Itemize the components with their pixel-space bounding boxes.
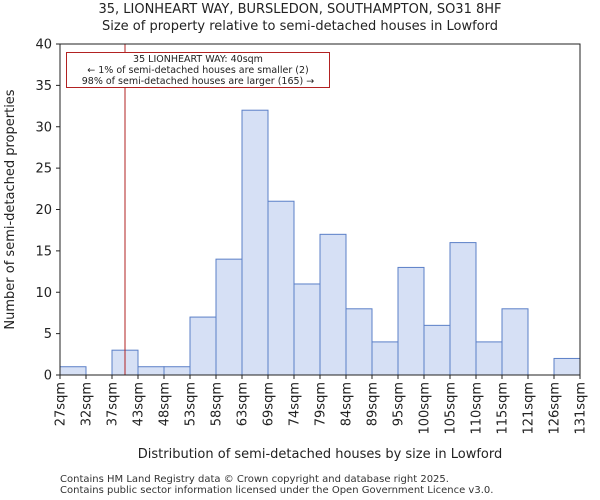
histogram-bar xyxy=(345,308,373,376)
x-tick-label: 27sqm xyxy=(54,382,69,426)
x-tick-label: 110sqm xyxy=(470,382,485,435)
x-tick-label: 69sqm xyxy=(262,382,277,426)
plot-frame xyxy=(59,43,581,376)
y-tick-label: 40 xyxy=(35,38,52,53)
x-tick-label: 37sqm xyxy=(106,382,121,426)
y-tick-label: 10 xyxy=(35,286,52,301)
x-tick-label: 58sqm xyxy=(210,382,225,426)
x-tick-label: 32sqm xyxy=(80,382,95,426)
histogram-bar xyxy=(449,242,477,376)
x-axis-label: Distribution of semi-detached houses by … xyxy=(138,447,502,462)
y-tick-label: 5 xyxy=(44,327,52,342)
x-tick-label: 115sqm xyxy=(496,382,511,435)
annotation-line-1: 35 LIONHEART WAY: 40sqm xyxy=(133,54,263,65)
histogram-bar xyxy=(475,341,503,376)
footer-line-1: Contains HM Land Registry data © Crown c… xyxy=(60,474,449,485)
y-axis-label: Number of semi-detached properties xyxy=(3,89,18,329)
x-tick-label: 95sqm xyxy=(392,382,407,426)
x-tick-label: 84sqm xyxy=(340,382,355,426)
x-tick-label: 63sqm xyxy=(236,382,251,426)
histogram-bar xyxy=(163,366,191,376)
histogram-bar xyxy=(59,366,87,376)
x-tick-label: 48sqm xyxy=(158,382,173,426)
histogram-bar xyxy=(423,324,451,376)
histogram-bar xyxy=(553,357,581,376)
x-tick-label: 126sqm xyxy=(548,382,563,435)
histogram-bar xyxy=(137,366,165,376)
footer-line-2: Contains public sector information licen… xyxy=(60,485,494,496)
histogram-bar xyxy=(501,308,529,376)
y-tick-label: 15 xyxy=(35,244,52,259)
histogram-bar xyxy=(267,200,295,376)
histogram-bar xyxy=(241,109,269,376)
x-tick-label: 131sqm xyxy=(574,382,589,435)
annotation-line-2: ← 1% of semi-detached houses are smaller… xyxy=(87,65,309,76)
x-tick-label: 53sqm xyxy=(184,382,199,426)
x-tick-label: 105sqm xyxy=(444,382,459,435)
x-tick-label: 74sqm xyxy=(288,382,303,426)
x-tick-label: 89sqm xyxy=(366,382,381,426)
histogram-bar xyxy=(293,283,321,376)
histogram-bar xyxy=(371,341,399,376)
chart-subtitle: Size of property relative to semi-detach… xyxy=(101,19,499,34)
y-tick-label: 35 xyxy=(35,79,52,94)
histogram-bar xyxy=(189,316,217,376)
annotation-line-3: 98% of semi-detached houses are larger (… xyxy=(81,76,315,87)
histogram-bar xyxy=(397,266,425,376)
x-tick-label: 43sqm xyxy=(132,382,147,426)
x-tick-label: 121sqm xyxy=(522,382,537,435)
y-tick-label: 25 xyxy=(35,162,52,177)
x-tick-label: 79sqm xyxy=(314,382,329,426)
chart-title: 35, LIONHEART WAY, BURSLEDON, SOUTHAMPTO… xyxy=(98,2,502,17)
histogram-bar xyxy=(215,258,243,376)
histogram-bar xyxy=(319,233,347,376)
y-tick-label: 20 xyxy=(35,203,52,218)
y-tick-label: 0 xyxy=(44,369,52,384)
annotation-box: 35 LIONHEART WAY: 40sqm ← 1% of semi-det… xyxy=(66,52,330,88)
y-tick-label: 30 xyxy=(35,120,52,135)
x-tick-label: 100sqm xyxy=(418,382,433,435)
